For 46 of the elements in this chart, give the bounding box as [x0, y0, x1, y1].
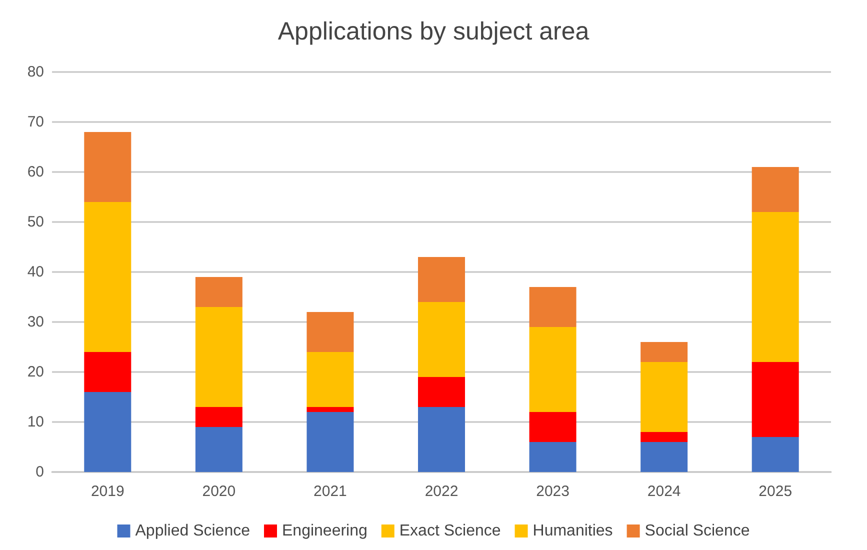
bar [418, 377, 465, 407]
legend-label: Applied Science [135, 522, 250, 540]
x-tick-label: 2022 [424, 483, 458, 500]
y-tick-label: 70 [27, 114, 44, 130]
bar [195, 277, 242, 307]
bar [195, 407, 242, 427]
bar [529, 287, 576, 327]
y-tick-label: 50 [27, 214, 44, 230]
x-tick-label: 2023 [536, 483, 570, 500]
bar [195, 427, 242, 472]
y-tick-label: 10 [27, 414, 44, 430]
x-tick-label: 2019 [90, 483, 124, 500]
x-tick-label: 2024 [647, 483, 681, 500]
legend-label: Exact Science [399, 522, 501, 540]
bar [418, 257, 465, 302]
bar [752, 437, 799, 472]
bar [640, 442, 688, 472]
bar [529, 442, 576, 472]
bar [306, 407, 354, 412]
bar [306, 312, 354, 352]
bar [418, 407, 465, 472]
bar [84, 132, 132, 202]
legend-label: Humanities [532, 522, 613, 540]
bar [84, 202, 132, 352]
x-tick-label: 2025 [758, 483, 792, 500]
bar [752, 212, 799, 362]
y-tick-label: 20 [27, 364, 44, 380]
y-tick-label: 30 [27, 314, 44, 330]
legend-label: Engineering [282, 522, 368, 540]
y-tick-label: 80 [27, 64, 44, 80]
chart-title: Applications by subject area [278, 18, 590, 46]
bar [752, 167, 799, 212]
x-tick-label: 2020 [202, 483, 236, 500]
y-tick-label: 0 [36, 464, 44, 480]
bar [84, 352, 132, 392]
bar [529, 412, 576, 442]
bar [640, 432, 688, 442]
legend-label: Social Science [644, 522, 750, 540]
bar [640, 362, 688, 432]
y-tick-label: 40 [27, 264, 44, 280]
bar [752, 362, 799, 437]
bar [84, 392, 132, 472]
x-tick-label: 2021 [314, 483, 347, 500]
bar [640, 342, 688, 362]
bar [306, 412, 354, 472]
y-tick-label: 60 [27, 164, 44, 180]
